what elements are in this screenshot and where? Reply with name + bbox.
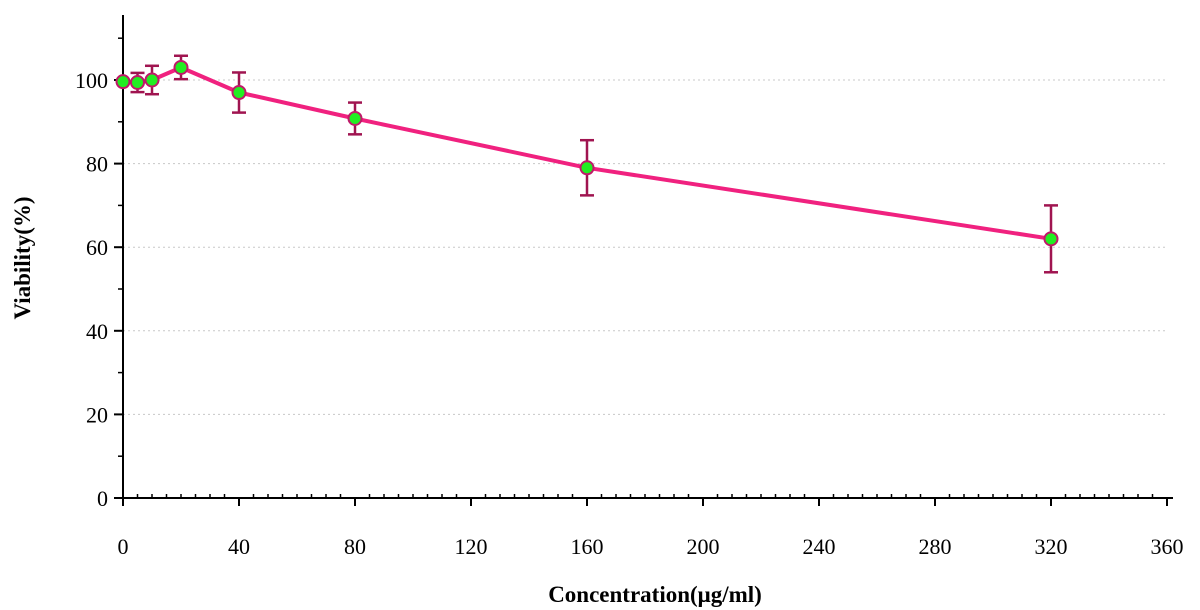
y-tick-label-40: 40	[86, 319, 108, 344]
x-tick-label-120: 120	[455, 534, 488, 559]
data-point	[1043, 231, 1059, 247]
data-point	[579, 160, 595, 176]
axes	[122, 15, 1173, 499]
data-point	[115, 74, 131, 90]
series	[115, 54, 1059, 274]
y-tick-label-80: 80	[86, 152, 108, 177]
minor-ticks	[118, 37, 1154, 498]
y-tick-label-60: 60	[86, 235, 108, 260]
y-tick-label-0: 0	[97, 486, 108, 511]
grid-lines	[123, 79, 1167, 415]
y-axis-title: Viability(%)	[10, 196, 35, 319]
data-point	[231, 85, 247, 101]
x-tick-label-320: 320	[1035, 534, 1068, 559]
major-ticks	[114, 79, 1168, 506]
data-point	[173, 59, 189, 75]
x-tick-label-160: 160	[571, 534, 604, 559]
x-tick-label-240: 240	[803, 534, 836, 559]
x-tick-label-360: 360	[1151, 534, 1184, 559]
tick-labels: 0 40 80 120 160 200 240 280 320 360 0 20 40 60 80 100	[75, 68, 1184, 559]
x-tick-label-280: 280	[919, 534, 952, 559]
data-point	[144, 72, 160, 88]
x-tick-label-200: 200	[687, 534, 720, 559]
x-tick-label-0: 0	[118, 534, 129, 559]
x-tick-label-80: 80	[344, 534, 366, 559]
x-tick-label-40: 40	[228, 534, 250, 559]
y-tick-label-100: 100	[75, 68, 108, 93]
y-tick-label-20: 20	[86, 402, 108, 427]
data-point	[347, 110, 363, 126]
x-axis-title: Concentration(μg/ml)	[548, 582, 762, 607]
data-point	[130, 75, 145, 91]
